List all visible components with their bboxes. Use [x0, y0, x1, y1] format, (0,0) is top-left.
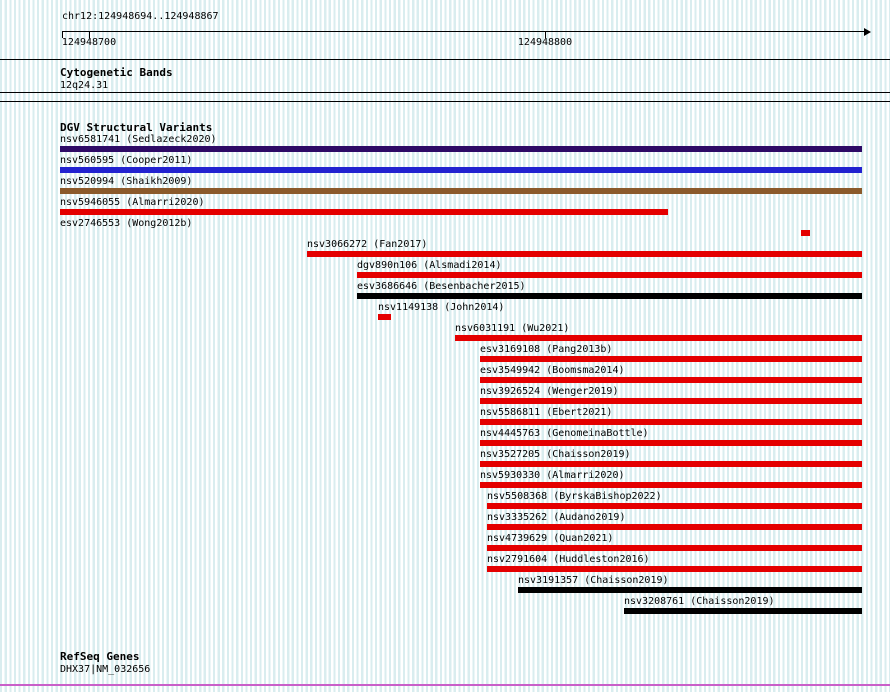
variant-row: esv2746553 (Wong2012b)	[0, 218, 890, 239]
variant-label[interactable]: nsv6031191 (Wu2021)	[455, 323, 570, 334]
variant-label[interactable]: nsv3527205 (Chaisson2019)	[480, 449, 631, 460]
variant-label[interactable]: nsv5930330 (Almarri2020)	[480, 470, 625, 481]
header-divider	[0, 59, 890, 60]
variant-bar[interactable]	[455, 335, 862, 341]
gene-line[interactable]	[0, 684, 890, 686]
ruler-tick-label: 124948800	[517, 37, 573, 48]
variant-row: esv3169108 (Pang2013b)	[0, 344, 890, 365]
variant-label[interactable]: nsv2791604 (Huddleston2016)	[487, 554, 650, 565]
variant-row: nsv3208761 (Chaisson2019)	[0, 596, 890, 617]
ruler-endcap-left	[62, 31, 63, 38]
variant-row: nsv5930330 (Almarri2020)	[0, 470, 890, 491]
variant-bar[interactable]	[487, 545, 862, 551]
variant-row: nsv4445763 (GenomeinaBottle)	[0, 428, 890, 449]
variant-row: dgv890n106 (Alsmadi2014)	[0, 260, 890, 281]
variant-label[interactable]: esv3169108 (Pang2013b)	[480, 344, 613, 355]
gene-label[interactable]: DHX37|NM_032656	[60, 664, 151, 675]
variant-bar[interactable]	[518, 587, 862, 593]
track-title-refseq: RefSeq Genes	[60, 650, 140, 663]
variant-label[interactable]: nsv6581741 (Sedlazeck2020)	[60, 134, 217, 145]
variant-label[interactable]: nsv3926524 (Wenger2019)	[480, 386, 619, 397]
track-title-cytogenetic: Cytogenetic Bands	[60, 66, 173, 79]
variant-label[interactable]: nsv4445763 (GenomeinaBottle)	[480, 428, 649, 439]
variant-row: nsv560595 (Cooper2011)	[0, 155, 890, 176]
variant-row: nsv1149138 (John2014)	[0, 302, 890, 323]
variant-bar[interactable]	[357, 293, 862, 299]
variant-bar[interactable]	[60, 209, 668, 215]
variant-row: nsv4739629 (Quan2021)	[0, 533, 890, 554]
variant-label[interactable]: nsv5586811 (Ebert2021)	[480, 407, 613, 418]
variant-bar[interactable]	[487, 524, 862, 530]
variant-label[interactable]: nsv5508368 (ByrskaBishop2022)	[487, 491, 662, 502]
variant-bar[interactable]	[480, 398, 862, 404]
variant-row: nsv3066272 (Fan2017)	[0, 239, 890, 260]
variant-bar[interactable]	[624, 608, 862, 614]
variant-bar[interactable]	[378, 314, 391, 320]
variant-label[interactable]: nsv560595 (Cooper2011)	[60, 155, 193, 166]
variant-label[interactable]: dgv890n106 (Alsmadi2014)	[357, 260, 502, 271]
variant-bar[interactable]	[60, 146, 862, 152]
variant-label[interactable]: nsv3066272 (Fan2017)	[307, 239, 428, 250]
variant-row: nsv6031191 (Wu2021)	[0, 323, 890, 344]
variant-row: nsv3527205 (Chaisson2019)	[0, 449, 890, 470]
variant-label[interactable]: nsv3208761 (Chaisson2019)	[624, 596, 775, 607]
variant-bar[interactable]	[801, 230, 810, 236]
cytoband-label: 12q24.31	[60, 80, 109, 91]
variant-label[interactable]: esv2746553 (Wong2012b)	[60, 218, 193, 229]
variant-row: nsv5946055 (Almarri2020)	[0, 197, 890, 218]
track-title-dgv: DGV Structural Variants	[60, 121, 213, 134]
variant-label[interactable]: nsv520994 (Shaikh2009)	[60, 176, 193, 187]
variant-bar[interactable]	[480, 440, 862, 446]
variant-bar[interactable]	[357, 272, 862, 278]
variant-bar[interactable]	[480, 356, 862, 362]
variant-bar[interactable]	[480, 419, 862, 425]
variant-row: nsv6581741 (Sedlazeck2020)	[0, 134, 890, 155]
variant-row: nsv3335262 (Audano2019)	[0, 512, 890, 533]
ruler-tick	[89, 31, 90, 38]
variant-row: esv3549942 (Boomsma2014)	[0, 365, 890, 386]
ruler-tick-label: 124948700	[61, 37, 117, 48]
variant-bar[interactable]	[60, 167, 862, 173]
variant-label[interactable]: nsv3335262 (Audano2019)	[487, 512, 626, 523]
variant-label[interactable]: nsv4739629 (Quan2021)	[487, 533, 614, 544]
cytoband-box	[0, 92, 890, 102]
variant-row: nsv2791604 (Huddleston2016)	[0, 554, 890, 575]
variant-bar[interactable]	[480, 482, 862, 488]
variant-row: nsv520994 (Shaikh2009)	[0, 176, 890, 197]
variant-row: esv3686646 (Besenbacher2015)	[0, 281, 890, 302]
dgv-variants: nsv6581741 (Sedlazeck2020) nsv560595 (Coo…	[0, 134, 890, 617]
variant-bar[interactable]	[60, 188, 862, 194]
variant-label[interactable]: esv3686646 (Besenbacher2015)	[357, 281, 526, 292]
variant-bar[interactable]	[487, 566, 862, 572]
variant-bar[interactable]	[480, 461, 862, 467]
variant-bar[interactable]	[480, 377, 862, 383]
ruler-tick	[545, 31, 546, 38]
variant-row: nsv5586811 (Ebert2021)	[0, 407, 890, 428]
variant-label[interactable]: nsv5946055 (Almarri2020)	[60, 197, 205, 208]
variant-label[interactable]: nsv3191357 (Chaisson2019)	[518, 575, 669, 586]
variant-row: nsv5508368 (ByrskaBishop2022)	[0, 491, 890, 512]
variant-bar[interactable]	[307, 251, 862, 257]
ruler-line	[62, 31, 866, 32]
variant-label[interactable]: esv3549942 (Boomsma2014)	[480, 365, 625, 376]
variant-bar[interactable]	[487, 503, 862, 509]
variant-row: nsv3926524 (Wenger2019)	[0, 386, 890, 407]
ruler-arrow-right-icon	[864, 28, 871, 36]
variant-label[interactable]: nsv1149138 (John2014)	[378, 302, 505, 313]
variant-row: nsv3191357 (Chaisson2019)	[0, 575, 890, 596]
region-label: chr12:124948694..124948867	[62, 11, 219, 22]
